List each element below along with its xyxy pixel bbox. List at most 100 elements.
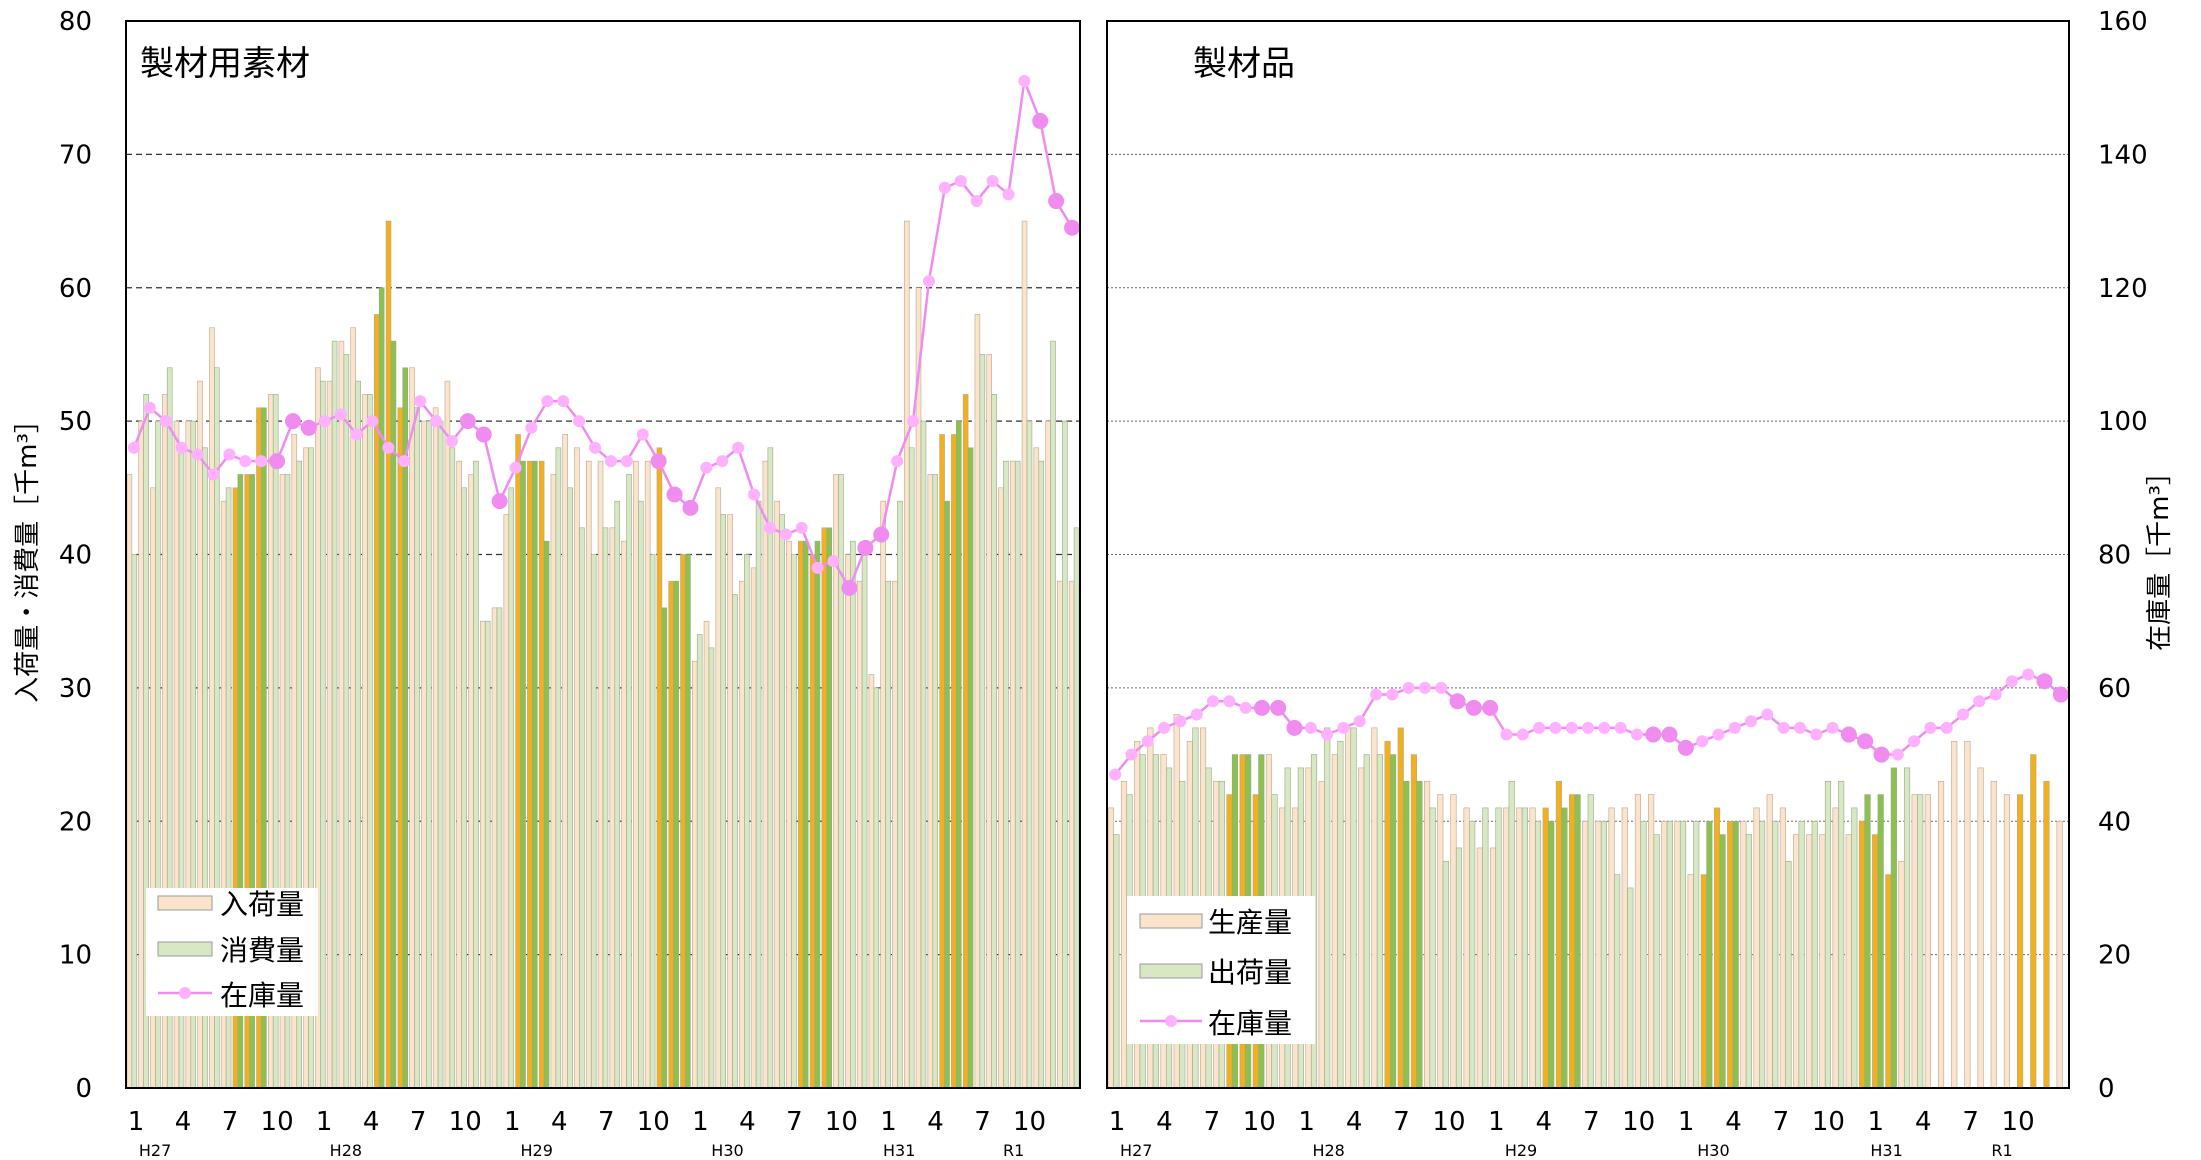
bar-入荷量: [326, 380, 333, 1089]
bar-出荷量: [1508, 780, 1515, 1089]
right-y-axis-label: 在庫量［千m³］: [2145, 459, 2175, 651]
y-right-tick-label: 120: [2098, 274, 2148, 304]
bar-入荷量: [597, 460, 604, 1089]
bar-入荷量: [703, 620, 710, 1089]
bar-消費量: [861, 554, 868, 1089]
legend-swatch-shipments: [1139, 963, 1203, 979]
y-right-tick-label: 20: [2098, 941, 2131, 971]
stock-point: [748, 488, 761, 501]
bar-入荷量: [527, 460, 533, 1089]
bar-入荷量: [362, 394, 368, 1089]
bar-入荷量: [821, 527, 828, 1089]
bar-入荷量: [903, 220, 910, 1089]
legend-swatch-consumption: [157, 941, 213, 957]
bar-入荷量: [1057, 580, 1063, 1089]
stock-point: [1018, 75, 1031, 88]
stock-point: [891, 455, 904, 468]
bar-出荷量: [1732, 820, 1739, 1089]
bar-消費量: [755, 500, 762, 1089]
bar-入荷量: [644, 460, 651, 1089]
bar-出荷量: [1482, 807, 1489, 1089]
stock-point: [1125, 748, 1138, 761]
stock-point: [1048, 193, 1065, 210]
bar-出荷量: [1627, 887, 1634, 1089]
bar-入荷量: [621, 540, 627, 1089]
x-tick-label: 7: [598, 1107, 615, 1137]
bar-出荷量: [1679, 820, 1687, 1089]
bar-消費量: [1003, 460, 1009, 1089]
right-legend: 生産量 出荷量 在庫量: [1127, 896, 1315, 1044]
bar-消費量: [850, 540, 856, 1089]
stock-point: [1728, 721, 1741, 734]
bar-消費量: [496, 607, 503, 1089]
x-group-label: H30: [1697, 1141, 1729, 1160]
bar-出荷量: [1587, 794, 1594, 1089]
stock-point: [1549, 721, 1562, 734]
stock-point: [1677, 739, 1694, 756]
x-tick-label: 1: [880, 1107, 897, 1137]
bar-出荷量: [1350, 727, 1357, 1089]
y-left-tick-label: 10: [59, 941, 92, 971]
bar-入荷量: [456, 460, 462, 1089]
stock-point: [1761, 708, 1774, 721]
x-tick-label: 7: [1393, 1107, 1410, 1137]
bar-入荷量: [691, 660, 698, 1089]
bar-入荷量: [1068, 580, 1075, 1089]
bar-消費量: [944, 500, 950, 1089]
bar-出荷量: [1666, 820, 1673, 1089]
bar-生産量: [1740, 820, 1747, 1089]
bar-出荷量: [1600, 820, 1608, 1089]
bar-出荷量: [1890, 767, 1897, 1089]
bar-出荷量: [1653, 834, 1660, 1089]
bar-出荷量: [1376, 754, 1383, 1089]
x-tick-label: 4: [1725, 1107, 1742, 1137]
stock-point: [922, 275, 935, 288]
bar-出荷量: [1548, 820, 1555, 1089]
bar-生産量: [1582, 820, 1589, 1089]
legend-label-stock-left: 在庫量: [220, 979, 304, 1012]
stock-point: [2022, 668, 2035, 681]
x-group-label: R1: [1991, 1141, 2012, 1160]
bar-生産量: [1450, 794, 1457, 1089]
bar-出荷量: [1719, 834, 1726, 1089]
x-tick-label: 10: [2002, 1107, 2035, 1137]
y-left-tick-label: 70: [59, 140, 92, 170]
stock-point: [1891, 748, 1904, 761]
y-left-tick-label: 50: [59, 407, 92, 437]
x-tick-label: 10: [825, 1107, 858, 1137]
bar-消費量: [473, 460, 479, 1089]
bar-出荷量: [1390, 754, 1397, 1089]
bar-出荷量: [1455, 847, 1463, 1089]
bar-生産量: [1463, 807, 1470, 1089]
stock-point: [1908, 735, 1921, 748]
x-group-label: H31: [1870, 1141, 1902, 1160]
bar-消費量: [614, 500, 621, 1089]
stock-point: [827, 555, 840, 568]
x-tick-label: 10: [261, 1107, 294, 1137]
bar-入荷量: [633, 460, 639, 1089]
bar-消費量: [331, 340, 338, 1089]
bar-消費量: [791, 554, 797, 1089]
bar-出荷量: [1324, 727, 1331, 1089]
bar-生産量: [1990, 780, 1997, 1089]
bar-生産量: [1621, 807, 1628, 1089]
bar-入荷量: [915, 287, 922, 1089]
bar-消費量: [967, 447, 974, 1089]
stock-point: [1370, 688, 1383, 701]
bar-生産量: [1476, 847, 1483, 1089]
x-group-label: H30: [711, 1141, 743, 1160]
bar-生産量: [1516, 807, 1523, 1089]
bar-入荷量: [892, 580, 898, 1089]
bar-出荷量: [1877, 794, 1884, 1089]
bar-消費量: [897, 500, 903, 1089]
stock-point: [1482, 699, 1499, 716]
bar-生産量: [1924, 794, 1931, 1089]
stock-point: [666, 486, 683, 503]
stock-point: [445, 435, 458, 448]
stock-point: [604, 455, 617, 468]
stock-point: [2052, 686, 2069, 703]
bar-入荷量: [774, 500, 780, 1089]
bar-生産量: [1779, 807, 1786, 1089]
stock-point: [620, 455, 633, 468]
